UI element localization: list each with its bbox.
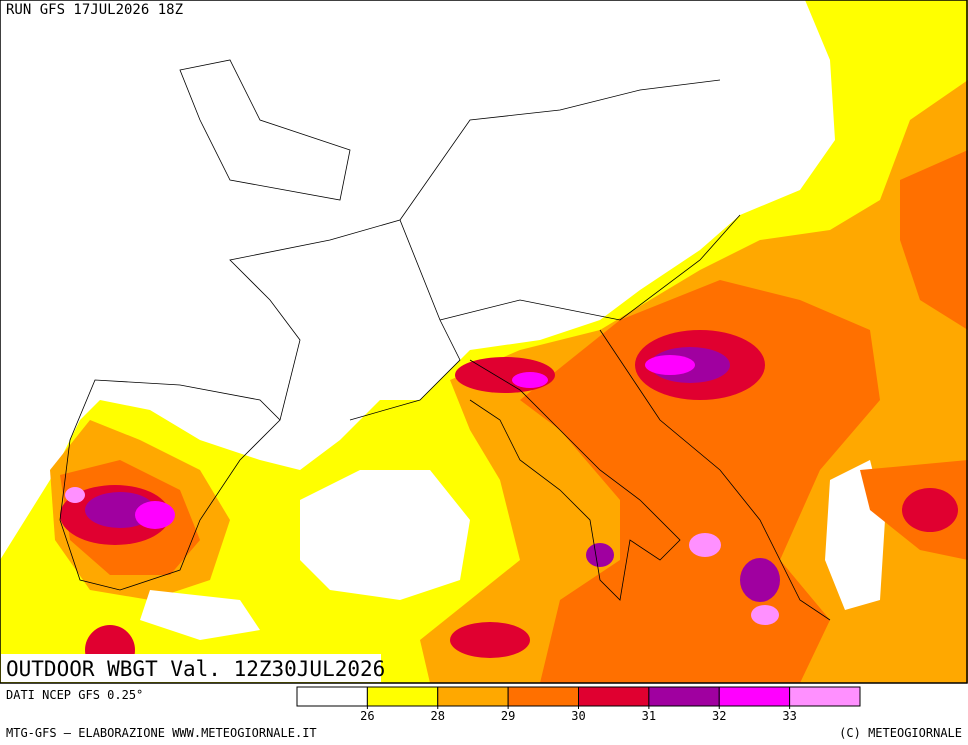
field-30-31 [902,488,958,532]
field-32-33 [512,372,548,388]
coastline [469,359,681,601]
colorbar: 26 28 29 30 31 32 33 [296,686,861,723]
label-box [1,654,381,682]
coastline [179,59,351,201]
colorbar-segment [578,686,650,707]
field-31-32 [740,558,780,602]
colorbar-tick-label: 33 [782,709,796,723]
field-above-33 [65,487,85,503]
colorbar-tick-label: 26 [360,709,374,723]
colorbar-segment [366,686,439,707]
footer-left: MTG-GFS – ELABORAZIONE WWW.METEOGIORNALE… [6,726,317,740]
colorbar-tick-label: 31 [642,709,656,723]
colorbar-segment [718,686,791,707]
footer-right: (C) METEOGIORNALE [839,726,962,740]
colorbar-tick-label: 32 [712,709,726,723]
colorbar-segment [789,686,861,707]
field-32-33 [135,501,175,529]
colorbar-segment [296,686,368,707]
field-below-26 [140,590,260,640]
map-title: OUTDOOR WBGT Val. 12Z30JUL2026 [6,657,385,681]
map-frame [0,0,968,684]
coastline [59,379,281,591]
colorbar-tick-label: 29 [501,709,515,723]
label-box [1,1,226,19]
field-31-32 [586,543,614,567]
field-above-33 [689,533,721,557]
source-label: DATI NCEP GFS 0.25° [6,688,143,702]
field-30-31 [450,622,530,658]
colorbar-segment [507,686,579,707]
coastline [599,329,831,621]
map: RUN GFS 17JUL2026 18Z OUTDOOR WBGT Val. … [0,0,968,684]
colorbar-segment [437,686,509,707]
colorbar-segment [648,686,720,707]
field-below-26 [300,470,470,600]
field-above-33 [751,605,779,625]
coastline [399,79,741,321]
coastline [229,219,461,421]
field-32-33 [645,355,695,375]
colorbar-tick-label: 28 [431,709,445,723]
field-29-30 [900,150,968,330]
run-label: RUN GFS 17JUL2026 18Z [6,2,183,18]
field-29-30 [520,280,880,683]
colorbar-tick-label: 30 [571,709,585,723]
